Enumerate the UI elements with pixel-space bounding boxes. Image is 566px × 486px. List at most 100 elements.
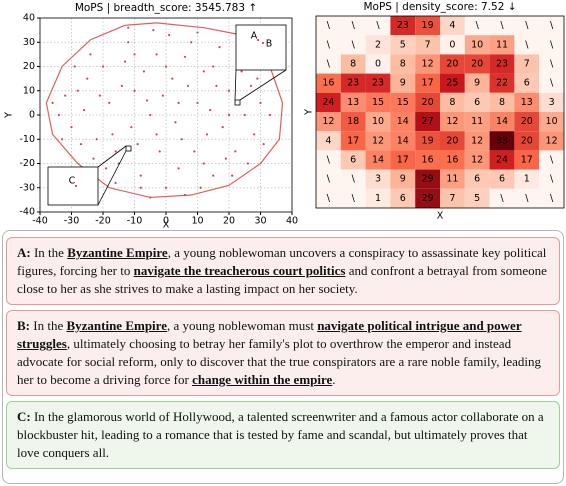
card-label: A: [17, 245, 31, 260]
point [114, 181, 117, 184]
cell-label: 20 [521, 116, 533, 127]
plot-frame [315, 15, 565, 209]
point [92, 157, 95, 160]
connector [234, 69, 237, 101]
cell [464, 73, 490, 93]
cell-label: 24 [496, 155, 508, 166]
highlight: Byzantine Empire [66, 318, 167, 333]
text: . [332, 372, 336, 387]
cell [390, 16, 416, 36]
cell-label: 23 [496, 59, 508, 70]
point [246, 162, 249, 165]
cell-label: 17 [521, 155, 533, 166]
cell [390, 188, 416, 208]
cell-label: 10 [372, 116, 384, 127]
annotation: B [266, 39, 273, 50]
y-tick-label: 20 [23, 61, 35, 72]
inset-dot [261, 41, 265, 45]
point [218, 46, 221, 49]
cell-label: \ [550, 174, 554, 185]
cell-label: \ [550, 39, 554, 50]
cell-label: 16 [422, 155, 434, 166]
cell [390, 150, 416, 170]
point [183, 55, 186, 58]
x-axis-label: X [163, 220, 170, 231]
cell [514, 73, 540, 93]
point [253, 133, 256, 136]
empty-cell [340, 16, 366, 36]
cell [440, 112, 465, 132]
empty-cell [514, 16, 540, 36]
inset [47, 166, 99, 206]
cell-label: 6 [474, 97, 480, 108]
point [98, 94, 101, 97]
cell-label: \ [352, 20, 356, 31]
cell [440, 54, 465, 74]
cell-label: \ [500, 20, 504, 31]
cell [316, 112, 341, 132]
cell-label: 4 [449, 20, 455, 31]
point [221, 126, 224, 129]
cell [514, 150, 540, 170]
cell [440, 169, 465, 189]
point [196, 101, 199, 104]
point [249, 84, 253, 87]
card: B: In the Byzantine Empire, a young nobl… [6, 310, 560, 396]
cell-label: 11 [496, 39, 508, 50]
cell-label: 29 [422, 174, 434, 185]
cell [464, 92, 490, 112]
point [133, 53, 136, 56]
cell-label: 27 [422, 116, 434, 127]
point [158, 150, 161, 153]
x-tick-label: -10 [127, 216, 143, 227]
point [212, 65, 215, 68]
cell-label: 22 [496, 78, 508, 89]
card-panel: A: In the Byzantine Empire, a young nobl… [2, 230, 564, 484]
cell [365, 131, 391, 151]
cell-label: \ [550, 20, 554, 31]
cell-label: 12 [372, 135, 384, 146]
cell-label: \ [327, 59, 331, 70]
point [202, 162, 205, 165]
cell-label: 29 [422, 193, 434, 204]
cell [539, 112, 564, 132]
cell-label: 6 [524, 78, 530, 89]
point [142, 70, 146, 73]
zoom-region [125, 145, 132, 152]
empty-cell [489, 16, 515, 36]
cell-label: \ [525, 20, 529, 31]
point [149, 196, 152, 199]
cell [390, 131, 416, 151]
empty-cell [316, 188, 341, 208]
point [76, 89, 79, 92]
cell-label: 12 [546, 135, 558, 146]
cell-label: 13 [521, 97, 533, 108]
point [105, 167, 108, 170]
cell-label: \ [525, 193, 529, 204]
cell [489, 92, 515, 112]
cell-label: 8 [449, 97, 455, 108]
cell-label: 15 [397, 97, 409, 108]
cell [514, 131, 540, 151]
point [231, 174, 234, 177]
cell-label: 11 [446, 174, 458, 185]
cell [365, 188, 391, 208]
point [89, 53, 92, 56]
point [224, 157, 227, 160]
cell-label: \ [550, 59, 554, 70]
cell-label: 6 [350, 155, 356, 166]
annotation: A [251, 31, 258, 42]
empty-cell [539, 16, 564, 36]
point [161, 94, 164, 97]
cell-label: 12 [322, 116, 334, 127]
point [127, 41, 130, 44]
cell [415, 150, 440, 170]
y-tick-label: -20 [19, 158, 35, 169]
y-tick-label: -30 [19, 182, 35, 193]
plot-frame [39, 17, 293, 213]
cell [440, 188, 465, 208]
point [174, 121, 177, 124]
cell [464, 131, 490, 151]
point [212, 174, 215, 177]
